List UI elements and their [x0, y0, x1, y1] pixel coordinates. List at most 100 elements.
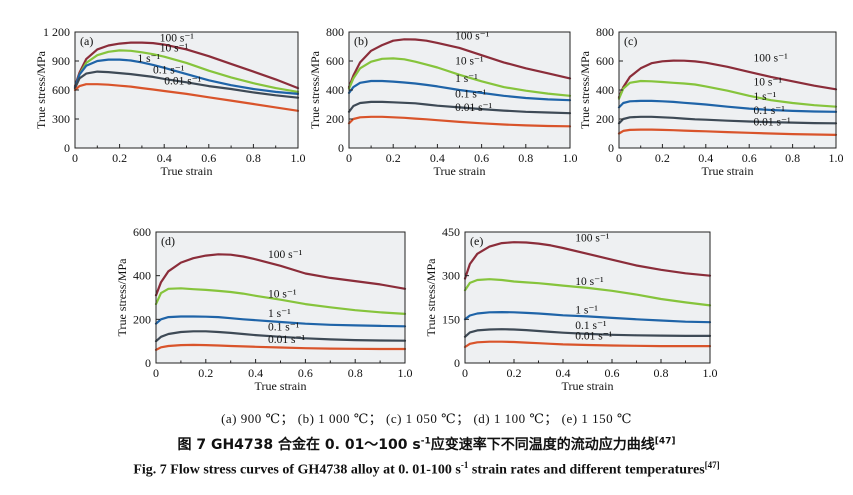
- subcaption-text: (a) 900 ℃； (b) 1 000 ℃； (c) 1 050 ℃； (d)…: [221, 411, 632, 426]
- series-label: 0.1 s⁻¹: [268, 322, 300, 334]
- caption-en-main: Fig. 7 Flow stress curves of GH4738 allo…: [133, 462, 461, 478]
- series-label: 100 s⁻¹: [754, 53, 789, 65]
- caption-zh-sup: -1: [420, 436, 431, 447]
- x-tick-label: 0.2: [112, 151, 127, 165]
- series-line-5: [73, 83, 300, 112]
- y-tick-label: 600: [133, 225, 151, 239]
- series-label: 0.01 s⁻¹: [455, 102, 493, 114]
- series-label: 0.1 s⁻¹: [575, 320, 607, 332]
- x-tick-label: 0: [616, 151, 622, 165]
- y-tick-label: 400: [133, 269, 151, 283]
- series-line-1: [347, 38, 572, 89]
- series-line-1: [617, 59, 838, 99]
- x-tick-label: 0.2: [507, 366, 522, 380]
- chart-panel-3: 0 0.2 0.4 0.6 0.8 1.0 0 200 400 600 800 True strain…: [578, 25, 844, 178]
- series-line-3: [463, 311, 712, 324]
- figure-caption-english: Fig. 7 Flow stress curves of GH4738 allo…: [0, 460, 853, 479]
- y-tick-label: 300: [442, 269, 460, 283]
- x-tick-label: 0.4: [157, 151, 172, 165]
- x-axis-label: True strain: [562, 379, 614, 393]
- y-tick-label: 800: [326, 25, 344, 39]
- series-line-4: [347, 100, 572, 115]
- series-line-4: [617, 115, 838, 125]
- caption-zh-main: 图 7 GH4738 合金在 0. 01～100 s: [177, 437, 421, 453]
- series-line-1: [154, 253, 407, 297]
- series-label: 100 s⁻¹: [160, 33, 195, 45]
- y-axis-label: True stress/MPa: [34, 50, 48, 129]
- chart-panel-5: 0 0.2 0.4 0.6 0.8 1.0 0 150 300 450 True strain Tru…: [424, 225, 718, 393]
- series-label: 1 s⁻¹: [137, 53, 160, 65]
- y-axis-label: True stress/MPa: [308, 50, 322, 129]
- chart-panel-4: 0 0.2 0.4 0.6 0.8 1.0 0 200 400 600 True strain Tru…: [115, 225, 413, 393]
- y-axis-label: True stress/MPa: [424, 258, 438, 337]
- series-label: 100 s⁻¹: [575, 232, 610, 244]
- y-tick-label: 800: [596, 25, 614, 39]
- x-tick-label: 0.8: [246, 151, 261, 165]
- x-axis-label: True strain: [161, 164, 213, 178]
- x-tick-label: 0.6: [201, 151, 216, 165]
- y-tick-label: 0: [64, 141, 70, 155]
- x-tick-label: 0: [153, 366, 159, 380]
- y-axis-label: True stress/MPa: [578, 50, 592, 129]
- series-label: 100 s⁻¹: [268, 249, 303, 261]
- panel-label: (e): [470, 234, 483, 248]
- x-tick-label: 0.6: [742, 151, 757, 165]
- x-tick-label: 0.6: [474, 151, 489, 165]
- x-axis-label: True strain: [255, 379, 307, 393]
- series-label: 0.01 s⁻¹: [754, 117, 792, 129]
- x-tick-label: 1.0: [291, 151, 306, 165]
- series-line-4: [154, 330, 407, 343]
- series-line-4: [73, 70, 300, 99]
- caption-zh-tail: 应变速率下不同温度的流动应力曲线: [430, 437, 655, 453]
- x-tick-label: 0.8: [654, 366, 669, 380]
- y-tick-label: 0: [454, 356, 460, 370]
- x-tick-label: 0.2: [198, 366, 213, 380]
- chart-panel-1: 0 0.2 0.4 0.6 0.8 1.0 0 300 600 900 1 200 True stra…: [34, 25, 306, 178]
- series-label: 0.01 s⁻¹: [575, 331, 613, 343]
- y-tick-label: 0: [145, 356, 151, 370]
- series-line-3: [617, 99, 838, 113]
- x-tick-label: 0.8: [348, 366, 363, 380]
- y-tick-label: 450: [442, 225, 460, 239]
- y-tick-label: 400: [326, 83, 344, 97]
- series-label: 0.01 s⁻¹: [268, 334, 306, 346]
- series-line-5: [347, 115, 572, 128]
- figure-subcaption: (a) 900 ℃； (b) 1 000 ℃； (c) 1 050 ℃； (d)…: [0, 408, 853, 427]
- x-tick-label: 0: [462, 366, 468, 380]
- panel-label: (b): [354, 34, 368, 48]
- y-tick-label: 600: [596, 54, 614, 68]
- panel-label: (d): [161, 234, 175, 248]
- series-label: 10 s⁻¹: [575, 276, 604, 288]
- y-tick-label: 0: [338, 141, 344, 155]
- chart-panel-2: 0 0.2 0.4 0.6 0.8 1.0 0 200 400 600 800 True strain…: [308, 25, 578, 178]
- x-tick-label: 0.6: [298, 366, 313, 380]
- series-line-3: [73, 58, 300, 96]
- series-label: 10 s⁻¹: [455, 56, 484, 68]
- y-tick-label: 900: [52, 54, 70, 68]
- series-line-1: [463, 241, 712, 280]
- y-axis-label: True stress/MPa: [115, 258, 129, 337]
- x-axis-label: True strain: [702, 164, 754, 178]
- series-label: 0.1 s⁻¹: [455, 88, 487, 100]
- y-tick-label: 200: [133, 312, 151, 326]
- series-line-2: [617, 79, 838, 108]
- series-label: 0.01 s⁻¹: [164, 76, 202, 88]
- y-tick-label: 0: [608, 141, 614, 155]
- y-tick-label: 400: [596, 83, 614, 97]
- series-line-3: [154, 315, 407, 328]
- x-tick-label: 0.2: [386, 151, 401, 165]
- series-line-1: [73, 41, 300, 90]
- panel-label: (c): [624, 34, 637, 48]
- y-tick-label: 200: [596, 112, 614, 126]
- series-label: 1 s⁻¹: [455, 73, 478, 85]
- series-line-2: [463, 278, 712, 307]
- x-tick-label: 1.0: [398, 366, 413, 380]
- series-line-5: [617, 128, 838, 136]
- series-label: 0.1 s⁻¹: [754, 105, 786, 117]
- series-label: 10 s⁻¹: [268, 289, 297, 301]
- x-tick-label: 1.0: [829, 151, 844, 165]
- series-line-2: [154, 287, 407, 315]
- x-tick-label: 0.8: [518, 151, 533, 165]
- y-tick-label: 150: [442, 312, 460, 326]
- series-line-5: [463, 340, 712, 349]
